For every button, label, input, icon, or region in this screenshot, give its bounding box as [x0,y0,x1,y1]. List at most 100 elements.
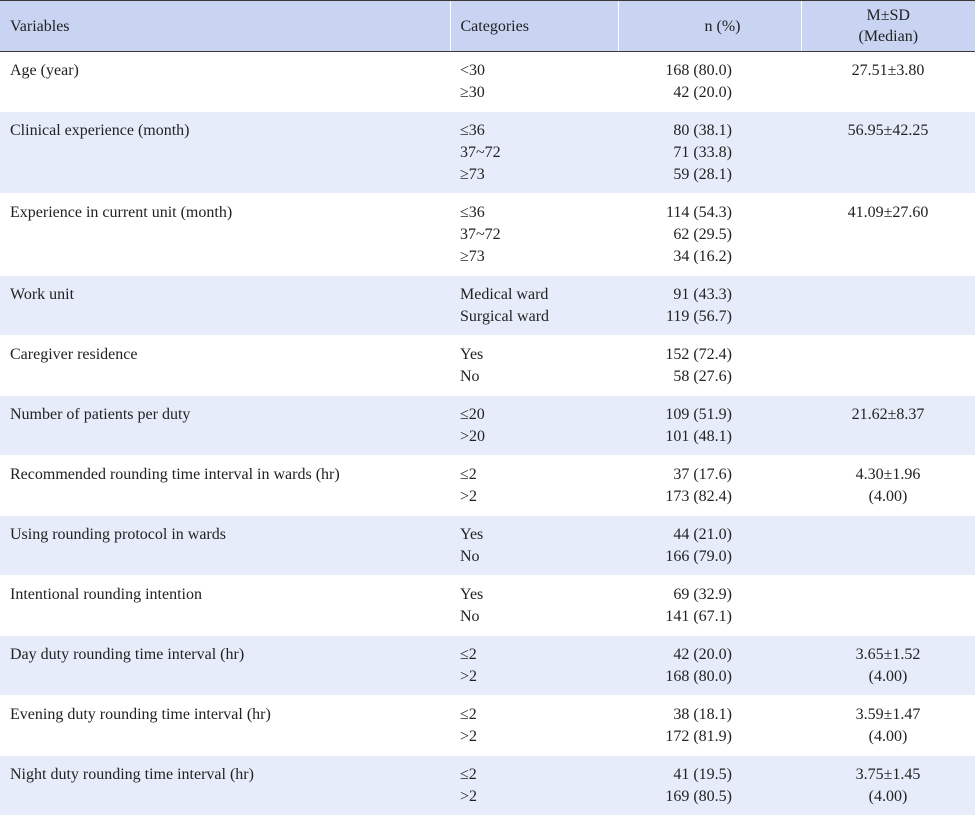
count-percent-cell: 168 (80.0) 42 (20.0) [618,52,801,112]
table-row: Night duty rounding time interval (hr) ≤2… [0,755,975,816]
table-row: Using rounding protocol in wards Yes No 44 … [0,515,975,576]
category-value: >2 [460,788,478,805]
count-percent-value: 119 (56.7) [665,308,732,325]
count-percent-value: 91 (43.3) [673,286,732,303]
header-n-percent: n (%) [617,0,801,52]
category-cell: ≤36 37~72 ≥73 [450,112,618,194]
count-percent-value: 101 (48.1) [665,428,732,445]
count-percent-value: 141 (67.1) [665,608,732,625]
mean-sd-cell: 41.09±27.60 [801,194,975,276]
table-row: Age (year) <30 ≥30 168 (80.0) 42 (20.0) 27.51… [0,51,975,112]
table-row: Work unit Medical ward Surgical ward 91 (43… [0,275,975,336]
count-percent-value: 114 (54.3) [665,204,732,221]
count-percent-cell: 44 (21.0) 166 (79.0) [618,516,801,576]
category-value: ≤2 [460,646,477,663]
variable-cell: Using rounding protocol in wards [10,526,226,543]
category-value: >20 [460,428,486,445]
category-cell: Yes No [450,336,618,396]
count-percent-value: 166 (79.0) [665,548,732,565]
mean-sd-value: 3.59±1.47 [855,706,921,723]
category-value: 37~72 [460,226,501,243]
count-percent-value: 173 (82.4) [665,488,732,505]
variable-cell: Intentional rounding intention [10,586,202,603]
count-percent-value: 62 (29.5) [673,226,732,243]
mean-sd-cell: 21.62±8.37 [801,396,975,456]
category-value: Yes [460,586,484,603]
category-cell: Medical ward Surgical ward [450,276,618,336]
category-cell: <30 ≥30 [450,52,618,112]
variable-cell: Number of patients per duty [10,406,191,423]
table-row: Day duty rounding time interval (hr) ≤2 >2… [0,635,975,696]
category-value: ≤36 [460,204,485,221]
count-percent-value: 34 (16.2) [673,248,732,265]
category-value: ≤36 [460,122,485,139]
mean-sd-value: 27.51±3.80 [851,62,925,79]
category-value: ≤2 [460,766,477,783]
count-percent-value: 80 (38.1) [673,122,732,139]
category-value: No [460,608,480,625]
header-msd-line1: M±SD [866,7,910,24]
mean-sd-value: 3.65±1.52 [855,646,921,663]
table-row: Caregiver residence Yes No 152 (72.4) 58 (27… [0,335,975,396]
category-cell: Yes No [450,576,618,636]
table-row: Experience in current unit (month) ≤36 37~… [0,193,975,276]
mean-sd-cell [801,276,975,336]
count-percent-cell: 152 (72.4) 58 (27.6) [618,336,801,396]
category-cell: ≤36 37~72 ≥73 [450,194,618,276]
category-value: ≤20 [460,406,485,423]
category-value: >2 [460,728,478,745]
table-row: Recommended rounding time interval in wa… [0,455,975,516]
count-percent-value: 172 (81.9) [665,728,732,745]
mean-sd-cell: 3.65±1.52 (4.00) [801,636,975,696]
category-cell: Yes No [450,516,618,576]
mean-sd-cell [801,516,975,576]
count-percent-value: 42 (20.0) [673,84,732,101]
category-cell: ≤2 >2 [450,456,618,516]
category-value: No [460,368,480,385]
count-percent-value: 69 (32.9) [673,586,732,603]
count-percent-value: 59 (28.1) [673,166,732,183]
mean-sd-cell: 56.95±42.25 [801,112,975,194]
category-value: 37~72 [460,144,501,161]
mean-sd-cell: 27.51±3.80 [801,52,975,112]
count-percent-cell: 42 (20.0) 168 (80.0) [618,636,801,696]
category-value: ≥30 [460,84,485,101]
mean-sd-value: 4.30±1.96 [855,466,921,483]
mean-sd-value: 3.75±1.45 [855,766,921,783]
count-percent-cell: 37 (17.6) 173 (82.4) [618,456,801,516]
category-value: ≥73 [460,166,485,183]
header-variables: Variables [0,0,450,52]
variable-cell: Recommended rounding time interval in wa… [10,466,340,483]
category-cell: ≤20 >20 [450,396,618,456]
mean-sd-cell: 3.59±1.47 (4.00) [801,696,975,756]
mean-sd-cell [801,336,975,396]
category-value: ≥73 [460,248,485,265]
mean-sd-cell [801,576,975,636]
mean-sd-cell: 4.30±1.96 (4.00) [801,456,975,516]
category-value: >2 [460,668,478,685]
mean-sd-cell: 3.75±1.45 (4.00) [801,756,975,816]
count-percent-cell: 41 (19.5) 169 (80.5) [618,756,801,816]
count-percent-cell: 114 (54.3) 62 (29.5) 34 (16.2) [618,194,801,276]
category-value: <30 [460,62,486,79]
table-row: Clinical experience (month) ≤36 37~72 ≥73 80… [0,111,975,194]
category-value: Yes [460,526,484,543]
count-percent-value: 109 (51.9) [665,406,732,423]
variable-cell: Work unit [10,286,75,303]
header-categories: Categories [449,0,618,52]
table-row: Number of patients per duty ≤20 >20 109 (51… [0,395,975,456]
mean-sd-value: (4.00) [868,728,908,745]
category-cell: ≤2 >2 [450,696,618,756]
category-value: No [460,548,480,565]
count-percent-value: 168 (80.0) [665,62,732,79]
header-row: Variables Categories n (%) M±SD (Median) [0,0,975,52]
mean-sd-value: 21.62±8.37 [851,406,925,423]
count-percent-cell: 38 (18.1) 172 (81.9) [618,696,801,756]
count-percent-value: 38 (18.1) [673,706,732,723]
category-value: ≤2 [460,466,477,483]
count-percent-cell: 80 (38.1) 71 (33.8) 59 (28.1) [618,112,801,194]
header-mean-sd: M±SD (Median) [800,0,975,52]
count-percent-value: 41 (19.5) [673,766,732,783]
variable-cell: Evening duty rounding time interval (hr) [10,706,271,723]
